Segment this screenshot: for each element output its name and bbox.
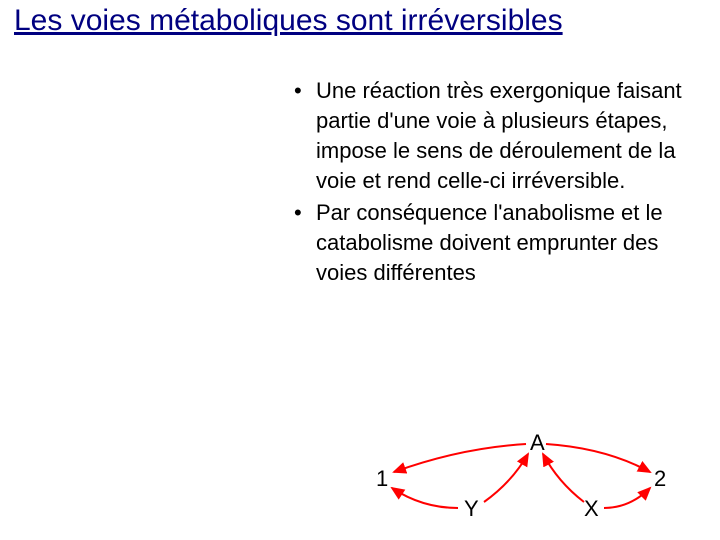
arrow-x-to-a <box>543 454 584 502</box>
arrow-a-to-1 <box>394 444 526 472</box>
arrow-a-to-2 <box>546 444 650 472</box>
node-a: A <box>530 430 545 456</box>
node-y: Y <box>464 496 479 522</box>
bullet-list: • Une réaction très exergonique faisant … <box>288 76 700 290</box>
list-item: • Par conséquence l'anabolisme et le cat… <box>288 198 700 288</box>
bullet-dot-icon: • <box>288 198 316 228</box>
list-item: • Une réaction très exergonique faisant … <box>288 76 700 196</box>
arrow-y-to-1 <box>392 488 458 508</box>
bullet-text: Une réaction très exergonique faisant pa… <box>316 76 700 196</box>
bullet-dot-icon: • <box>288 76 316 106</box>
bullet-text: Par conséquence l'anabolisme et le catab… <box>316 198 700 288</box>
node-2: 2 <box>654 466 666 492</box>
arrow-y-to-a <box>484 454 528 502</box>
page-title: Les voies métaboliques sont irréversible… <box>14 4 706 38</box>
pathway-diagram: A 1 2 Y X <box>330 430 670 530</box>
node-1: 1 <box>376 466 388 492</box>
node-x: X <box>584 496 599 522</box>
arrow-x-to-2 <box>604 488 650 508</box>
